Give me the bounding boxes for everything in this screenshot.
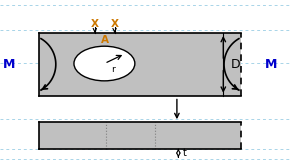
Text: r: r (111, 65, 115, 74)
Bar (39, 122, 241, 148)
Text: X: X (110, 19, 119, 29)
Text: M: M (264, 58, 277, 71)
Bar (39, 33, 241, 96)
Text: t: t (183, 148, 186, 158)
Text: A: A (101, 35, 109, 45)
Text: X: X (91, 19, 99, 29)
Text: D: D (231, 58, 240, 71)
Circle shape (74, 46, 135, 81)
Text: M: M (3, 58, 15, 71)
